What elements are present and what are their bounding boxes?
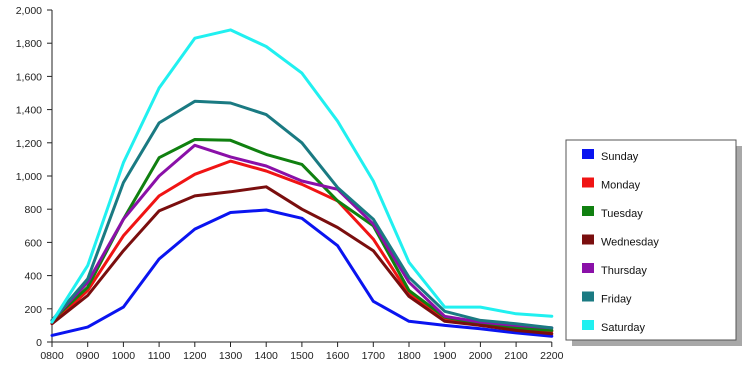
- chart-series-lines: [50, 28, 554, 338]
- x-tick-label: 0900: [76, 350, 100, 362]
- legend-label: Sunday: [601, 151, 639, 163]
- x-tick-label: 1600: [326, 350, 350, 362]
- x-tick-label: 1400: [255, 350, 279, 362]
- legend-label: Monday: [601, 180, 641, 192]
- y-tick-label: 400: [24, 271, 42, 283]
- x-tick-label: 1500: [290, 350, 314, 362]
- x-tick-label: 2200: [540, 350, 564, 362]
- y-tick-label: 1,600: [16, 71, 42, 83]
- y-tick-label: 1,400: [16, 105, 42, 117]
- legend-swatch: [582, 263, 594, 273]
- y-tick-label: 1,800: [16, 38, 42, 50]
- legend-swatch: [582, 234, 594, 245]
- chart-legend: Sunday Monday Tuesday Wednesday Thursday Frid…: [565, 139, 742, 346]
- x-axis-ticks: 0800 0900 1000 1100 1200 1300 1400 1500 1600 1700…: [40, 342, 564, 362]
- x-tick-label: 1000: [112, 350, 136, 362]
- y-tick-label: 600: [24, 237, 42, 249]
- legend-swatch: [582, 320, 594, 330]
- series-line-wednesday: [50, 185, 554, 336]
- x-tick-label: 1200: [183, 350, 207, 362]
- x-tick-label: 1900: [433, 350, 457, 362]
- y-tick-label: 1,200: [16, 138, 42, 150]
- series-line-friday: [50, 99, 554, 330]
- x-tick-label: 2000: [469, 350, 493, 362]
- y-tick-label: 0: [36, 337, 42, 349]
- y-tick-label: 800: [24, 204, 42, 216]
- x-tick-label: 2100: [504, 350, 528, 362]
- x-tick-label: 1300: [219, 350, 243, 362]
- series-line-saturday: [50, 28, 554, 324]
- x-tick-label: 1100: [148, 350, 171, 362]
- legend-swatch: [582, 291, 594, 302]
- y-tick-label: 1,000: [16, 171, 42, 183]
- x-tick-label: 0800: [40, 350, 64, 362]
- legend-swatch: [582, 206, 594, 216]
- legend-label: Tuesday: [601, 208, 643, 220]
- y-axis-ticks: 0 200 400 600 800 1,000 1,200 1,400 1,600 1,800 2,…: [16, 5, 52, 349]
- y-tick-label: 2,000: [16, 5, 42, 17]
- series-line-sunday: [50, 208, 554, 338]
- series-line-thursday: [50, 143, 554, 330]
- legend-box: [565, 139, 737, 341]
- x-tick-label: 1800: [397, 350, 421, 362]
- legend-label: Saturday: [601, 322, 646, 334]
- legend-label: Friday: [601, 294, 632, 306]
- y-tick-label: 200: [24, 304, 42, 316]
- legend-label: Thursday: [601, 265, 647, 277]
- x-tick-label: 1700: [362, 350, 386, 362]
- legend-swatch: [582, 149, 594, 159]
- legend-label: Wednesday: [601, 237, 659, 249]
- legend-swatch: [582, 177, 594, 188]
